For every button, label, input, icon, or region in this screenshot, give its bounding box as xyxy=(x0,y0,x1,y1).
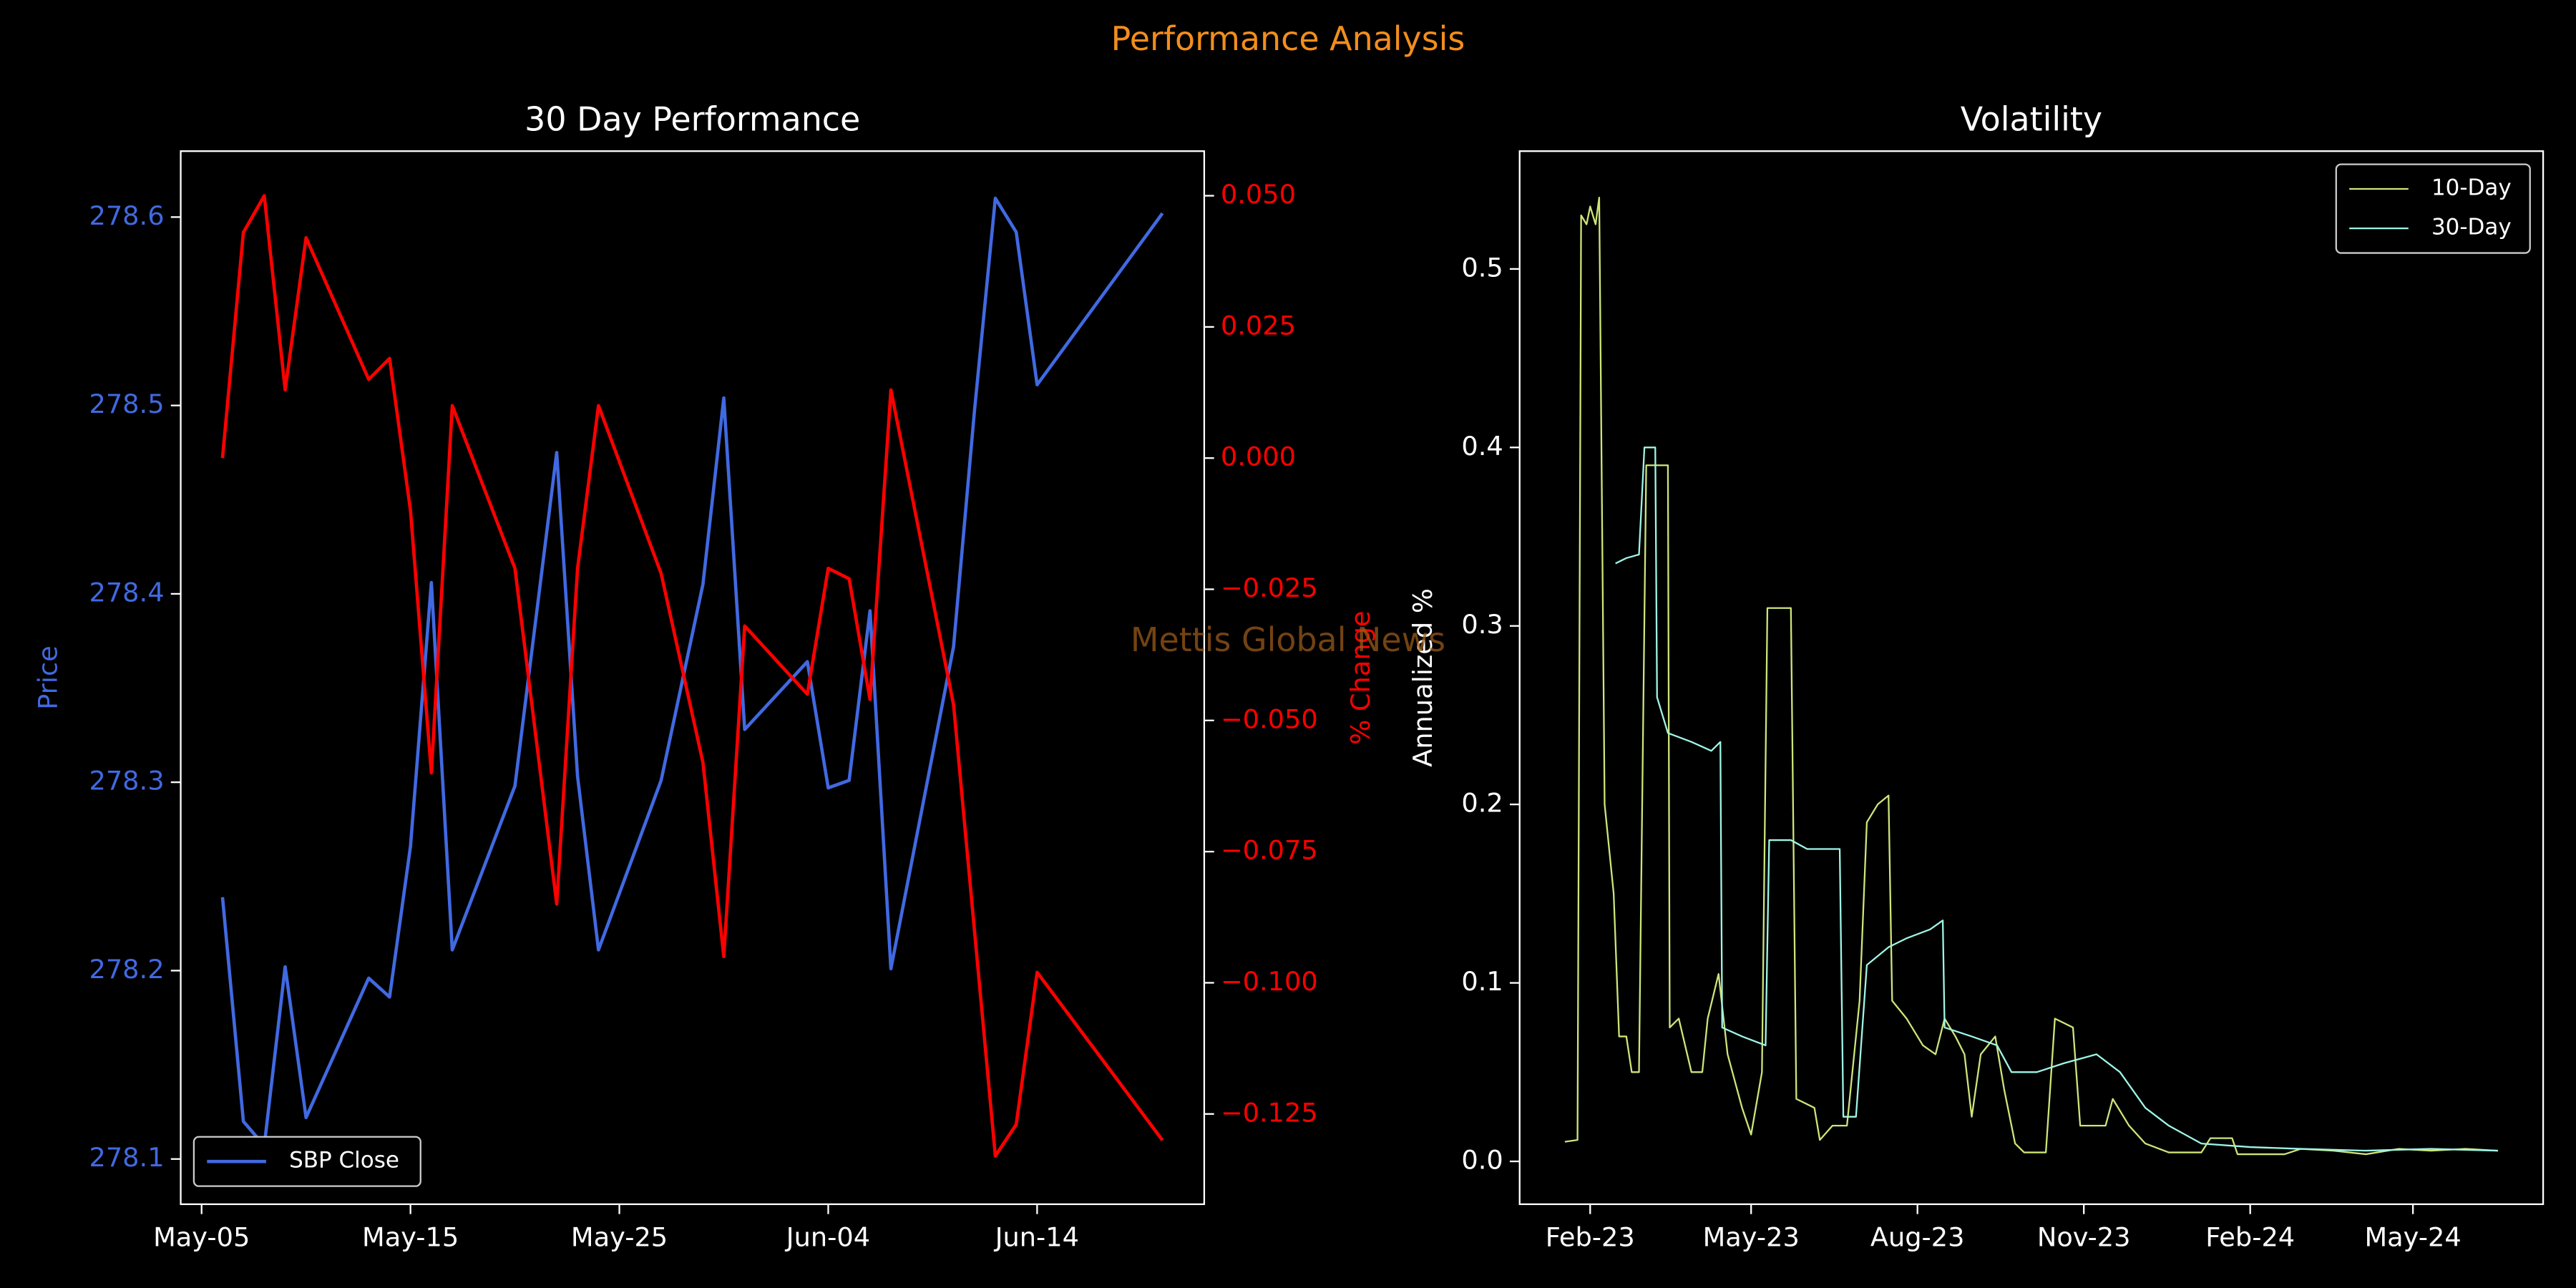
x-tick-label: May-23 xyxy=(1703,1222,1800,1253)
x-tick-label: Jun-14 xyxy=(994,1222,1079,1253)
y-tick-label: 0.1 xyxy=(1461,966,1503,997)
x-tick-label: May-25 xyxy=(571,1222,668,1253)
x-tick-label: May-24 xyxy=(2365,1222,2462,1253)
plot-frame xyxy=(180,150,1206,1206)
figure-title: Performance Analysis xyxy=(1111,19,1465,58)
y2-tick-label: −0.050 xyxy=(1221,703,1318,734)
y-tick-label: 278.1 xyxy=(89,1142,164,1173)
chart-title: 30 Day Performance xyxy=(525,99,860,138)
y-tick-label: 278.6 xyxy=(89,200,164,231)
y-tick-label: 0.5 xyxy=(1461,252,1503,283)
x-tick-label: May-05 xyxy=(153,1222,250,1253)
plot-frame xyxy=(1518,150,2545,1206)
x-tick-label: Feb-23 xyxy=(1546,1222,1635,1253)
x-tick-label: Feb-24 xyxy=(2205,1222,2295,1253)
y-axis-label: Annualized % xyxy=(1407,588,1438,767)
x-tick-label: Nov-23 xyxy=(2037,1222,2131,1253)
legend-label: 30-Day xyxy=(2431,215,2512,240)
y2-tick-label: 0.025 xyxy=(1221,310,1296,341)
y-tick-label: 0.4 xyxy=(1461,431,1503,462)
chart-title: Volatility xyxy=(1961,99,2102,138)
legend-label: 10-Day xyxy=(2431,175,2512,201)
watermark: Mettis Global News xyxy=(1131,620,1445,659)
y-tick-label: 278.2 xyxy=(89,954,164,985)
y2-tick-label: −0.025 xyxy=(1221,572,1318,603)
y-tick-label: 0.3 xyxy=(1461,609,1503,640)
x-tick-label: Jun-04 xyxy=(785,1222,870,1253)
y-tick-label: 278.3 xyxy=(89,766,164,796)
y-tick-label: 278.5 xyxy=(89,389,164,419)
y2-tick-label: −0.125 xyxy=(1221,1097,1318,1128)
y2-tick-label: −0.100 xyxy=(1221,966,1318,997)
legend-label: SBP Close xyxy=(289,1148,399,1174)
y2-axis-label: % Change xyxy=(1345,610,1376,744)
y2-tick-label: 0.050 xyxy=(1221,179,1296,210)
y2-tick-label: −0.075 xyxy=(1221,835,1318,866)
series-line xyxy=(1564,196,2498,1156)
x-tick-label: May-15 xyxy=(362,1222,459,1253)
y2-tick-label: 0.000 xyxy=(1221,441,1296,472)
y-tick-label: 278.4 xyxy=(89,577,164,608)
series-line xyxy=(1615,447,2498,1152)
legend-box xyxy=(2335,163,2531,254)
series-line xyxy=(220,194,1164,1158)
legend-box xyxy=(192,1136,421,1187)
y-axis-label: Price xyxy=(32,645,63,710)
y-tick-label: 0.0 xyxy=(1461,1145,1503,1176)
y-tick-label: 0.2 xyxy=(1461,788,1503,819)
series-line xyxy=(220,196,1164,1148)
x-tick-label: Aug-23 xyxy=(1870,1222,1965,1253)
